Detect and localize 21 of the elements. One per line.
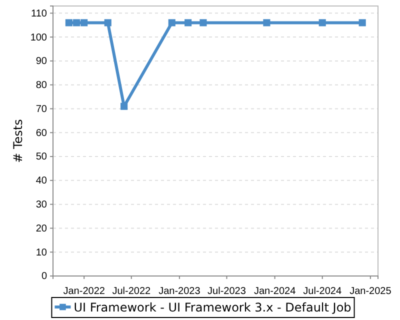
y-tick-label: 0 — [41, 271, 48, 282]
y-tick-label: 90 — [36, 56, 48, 68]
y-tick-label: 30 — [36, 200, 48, 211]
y-tick-label: 110 — [31, 8, 48, 20]
x-tick-label: Jan-2025 — [350, 286, 392, 297]
x-tick-label: Jul-2024 — [303, 286, 342, 297]
y-tick-label: 40 — [36, 176, 48, 187]
y-axis-title: # Tests — [11, 119, 25, 163]
y-tick-label: 60 — [36, 128, 48, 139]
x-tick-label: Jan-2024 — [254, 286, 296, 297]
y-tick-label: 20 — [36, 223, 48, 234]
x-tick-label: Jan-2022 — [63, 286, 106, 297]
y-tick-label: 80 — [36, 80, 48, 92]
x-tick-label: Jul-2023 — [208, 286, 246, 297]
x-tick-label: Jul-2022 — [112, 286, 151, 297]
x-tick-label: Jan-2023 — [158, 286, 201, 297]
y-tick-label: 50 — [36, 152, 48, 163]
y-tick-label: 100 — [30, 32, 48, 44]
legend-label: UI Framework - UI Framework 3.x - Default Job — [74, 300, 352, 314]
y-tick-label: 10 — [36, 247, 48, 258]
y-tick-label: 70 — [36, 104, 48, 115]
